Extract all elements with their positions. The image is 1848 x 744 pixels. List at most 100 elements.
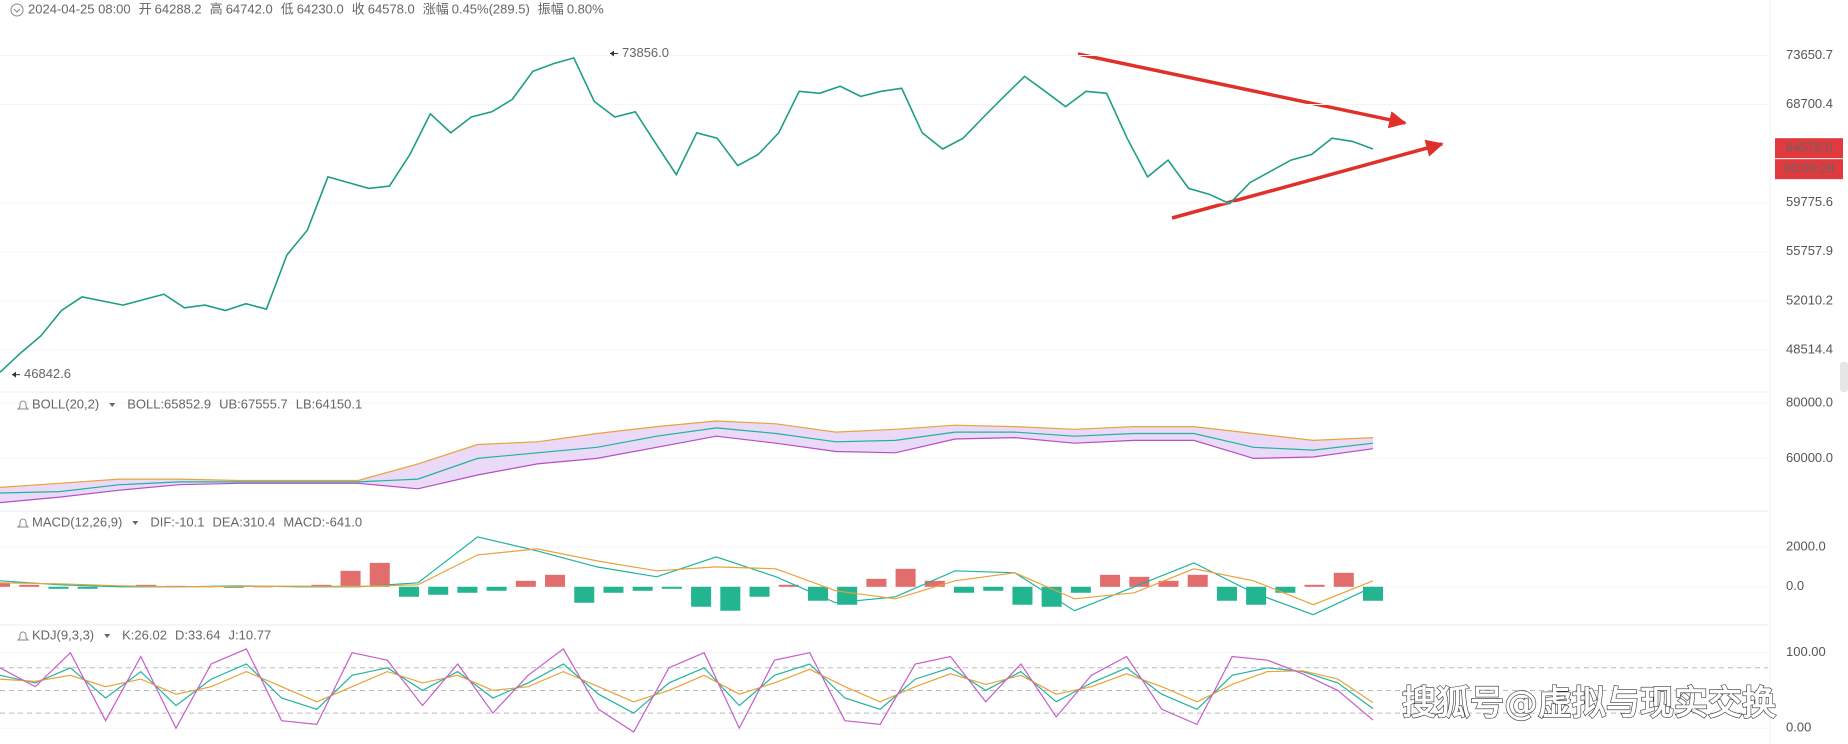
last-price-label: 64578.0 — [1786, 140, 1833, 155]
macd-bar — [515, 580, 536, 587]
header-label: 开 — [139, 1, 152, 16]
legend-entry: DIF:-10.1 — [150, 514, 204, 529]
y-tick-label: 60000.0 — [1786, 450, 1833, 465]
trend-arrow — [1171, 139, 1444, 220]
indicator-name: KDJ(9,3,3) — [32, 627, 94, 642]
last-price-tag — [1775, 138, 1843, 159]
indicator-name: BOLL(20,2) — [32, 396, 99, 411]
indicator-dropdown — [132, 521, 139, 525]
header-label: 振幅 — [538, 1, 564, 16]
macd-bar — [1012, 586, 1033, 605]
legend-entry: K:26.02 — [122, 627, 167, 642]
header-label: 高 — [210, 1, 223, 16]
countdown-tag — [1775, 159, 1843, 180]
indicator-line — [0, 668, 1374, 704]
watermark: 搜狐号@虚拟与现实交换 — [1402, 684, 1776, 724]
macd-bar — [1187, 574, 1208, 587]
annotation-arrowhead — [610, 50, 614, 57]
bell-icon — [16, 518, 30, 528]
y-tick-label: 80000.0 — [1786, 394, 1833, 409]
macd-bar — [661, 586, 682, 589]
macd-bar — [48, 586, 69, 589]
indicator-line — [0, 420, 1374, 488]
header-value: 0.80% — [567, 1, 604, 16]
macd-bar — [1129, 576, 1150, 587]
macd-bar — [778, 584, 799, 587]
macd-bar — [398, 586, 419, 597]
macd-bar — [1100, 574, 1121, 587]
y-tick-label: 2000.0 — [1786, 538, 1826, 553]
header-value: 64288.2 — [155, 1, 202, 16]
macd-bar — [603, 586, 624, 593]
y-tick-label: 68700.4 — [1786, 96, 1833, 111]
legend-entry: MACD:-641.0 — [283, 514, 362, 529]
header-label: 低 — [281, 1, 294, 16]
macd-bar — [866, 578, 887, 587]
y-tick-label: 59775.6 — [1786, 194, 1833, 209]
macd-bar — [340, 570, 361, 587]
macd-bar — [1275, 586, 1296, 593]
macd-bar — [749, 586, 770, 597]
indicator-line — [0, 536, 1374, 616]
macd-bar — [1216, 586, 1237, 601]
bell-icon — [16, 631, 30, 641]
legend-entry: BOLL:65852.9 — [127, 396, 211, 411]
macd-bar — [720, 586, 741, 611]
legend-entry: D:33.64 — [175, 627, 221, 642]
macd-bar — [1304, 584, 1325, 587]
header-date: 2024-04-25 08:00 — [28, 1, 131, 16]
macd-bar — [223, 586, 244, 588]
y-tick-label: 0.0 — [1786, 578, 1804, 593]
indicator-line — [0, 427, 1374, 494]
macd-bar — [924, 580, 945, 587]
y-tick-label: 55757.9 — [1786, 243, 1833, 258]
y-tick-label: 0.00 — [1786, 720, 1811, 735]
macd-bar — [1070, 586, 1091, 593]
indicator-line — [0, 663, 1374, 714]
macd-bar — [428, 586, 449, 595]
macd-bar — [1158, 580, 1179, 587]
macd-bar — [574, 586, 595, 603]
macd-bar — [895, 568, 916, 587]
y-tick-label: 48514.4 — [1786, 341, 1833, 356]
legend-entry: DEA:310.4 — [213, 514, 276, 529]
trend-arrow — [1077, 52, 1407, 129]
macd-bar — [369, 562, 390, 587]
macd-bar — [19, 584, 40, 587]
indicator-dropdown — [109, 403, 116, 407]
macd-bar — [545, 574, 566, 587]
price-line — [0, 56, 1374, 373]
legend-entry: J:10.77 — [229, 627, 272, 642]
indicator-dropdown — [104, 634, 111, 638]
side-tab[interactable] — [1840, 362, 1848, 392]
legend-entry: LB:64150.1 — [296, 396, 363, 411]
countdown-label: 03:09:29 — [1784, 161, 1835, 176]
annotation-label: 46842.6 — [24, 366, 71, 381]
macd-bar — [457, 586, 478, 593]
collapse-icon[interactable] — [10, 3, 24, 17]
annotation-label: 73856.0 — [622, 45, 669, 60]
indicator-name: MACD(12,26,9) — [32, 514, 122, 529]
macd-bar — [1362, 586, 1384, 601]
header-value: 64230.0 — [297, 1, 344, 16]
header-value: 64742.0 — [226, 1, 273, 16]
macd-bar — [954, 586, 975, 593]
indicator-line — [0, 648, 1374, 733]
y-tick-label: 52010.2 — [1786, 292, 1833, 307]
indicator-line — [0, 548, 1374, 606]
macd-bar — [252, 586, 273, 588]
y-tick-label: 100.00 — [1786, 644, 1826, 659]
macd-bar — [77, 586, 98, 589]
macd-bar — [486, 586, 507, 591]
header-value: 0.45%(289.5) — [452, 1, 530, 16]
header-value: 64578.0 — [368, 1, 415, 16]
legend-entry: UB:67555.7 — [219, 396, 288, 411]
macd-bar — [691, 586, 712, 607]
bell-icon — [16, 400, 30, 410]
header-label: 收 — [352, 1, 365, 16]
macd-bar — [983, 586, 1004, 591]
collapse-icon-chevron — [13, 8, 21, 13]
y-tick-label: 73650.7 — [1786, 47, 1833, 62]
header-label: 涨幅 — [423, 1, 449, 16]
